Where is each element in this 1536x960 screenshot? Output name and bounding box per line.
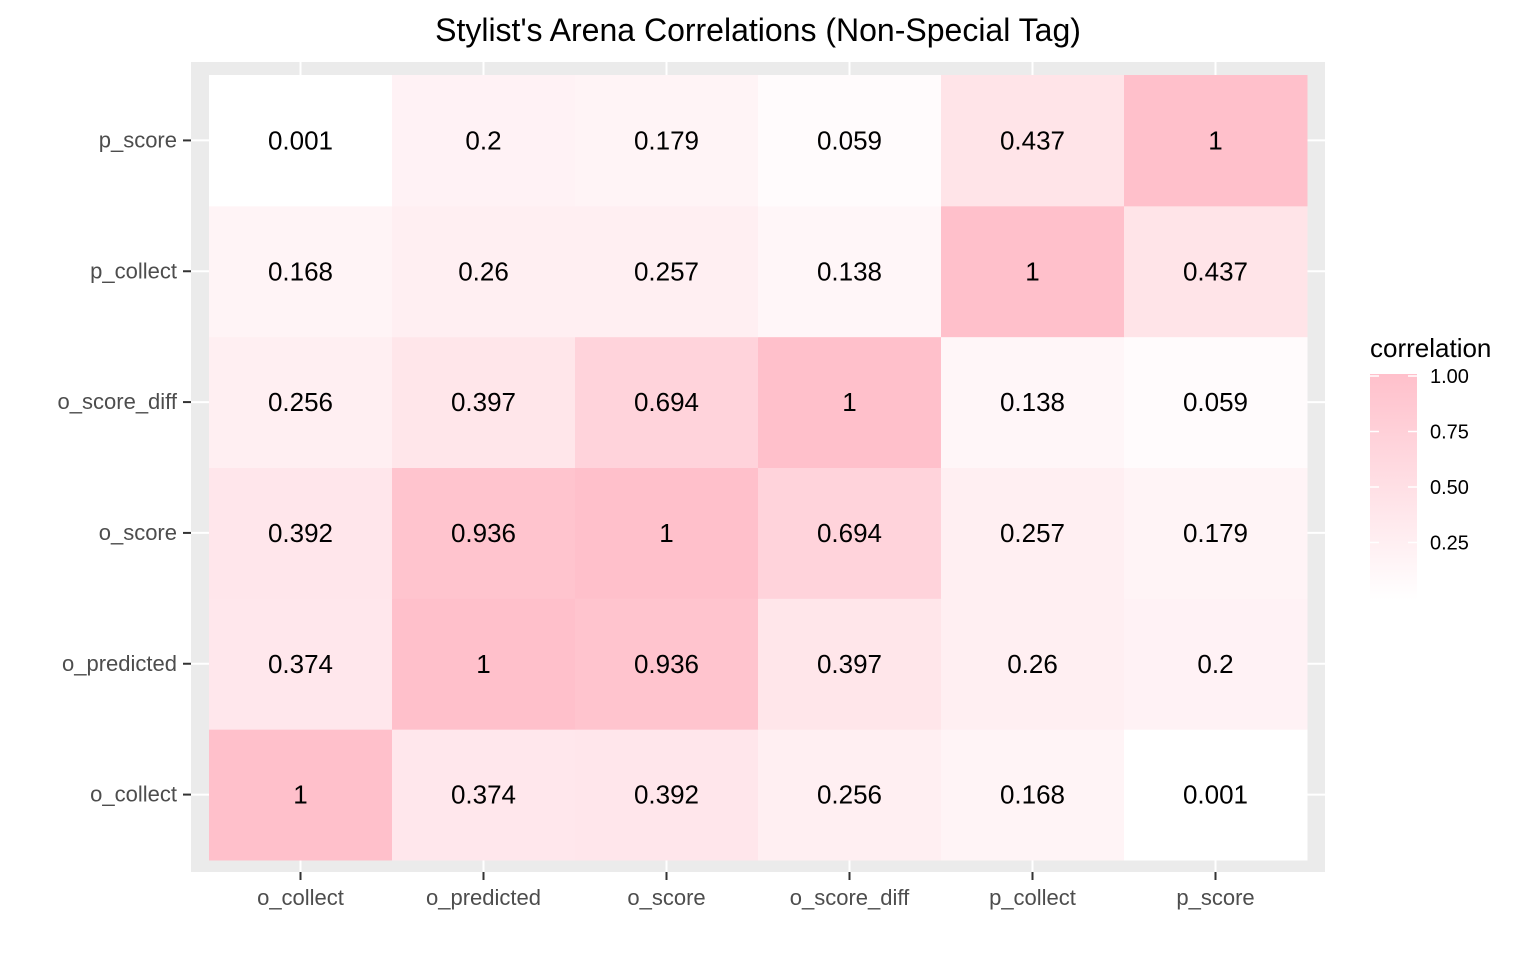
cell-value-label: 0.26	[458, 256, 509, 286]
heatmap-cell	[1124, 75, 1308, 207]
cell-value-label: 0.936	[451, 518, 516, 548]
heatmap-cells	[209, 75, 1308, 861]
heatmap-cell	[758, 75, 942, 207]
heatmap-cell	[758, 598, 942, 730]
cell-value-label: 0.392	[268, 518, 333, 548]
y-tick-label: p_score	[99, 127, 177, 152]
heatmap-cell	[575, 729, 759, 861]
cell-value-label: 0.179	[1183, 518, 1248, 548]
cell-value-label: 0.138	[1000, 387, 1065, 417]
cell-value-label: 0.397	[451, 387, 516, 417]
legend-tick-label: 0.25	[1430, 533, 1469, 555]
heatmap-cell	[392, 467, 576, 599]
x-tick-label: p_collect	[989, 885, 1076, 910]
cell-value-label: 0.257	[634, 256, 699, 286]
cell-value-label: 0.374	[451, 780, 516, 810]
cell-value-label: 0.437	[1183, 256, 1248, 286]
heatmap-cell	[941, 598, 1125, 730]
cell-value-label: 1	[476, 649, 490, 679]
heatmap-cell	[209, 598, 393, 730]
y-tick-label: o_score_diff	[58, 389, 178, 414]
heatmap-cell	[758, 467, 942, 599]
plot-panel: 1 0.374 0.392 0.256 0.168 0.001 0.374 1 0.936 0.3…	[191, 62, 1325, 872]
heatmap-cell	[392, 336, 576, 468]
cell-value-label: 0.2	[465, 125, 501, 155]
cell-value-label: 1	[1025, 256, 1039, 286]
cell-value-label: 0.138	[817, 256, 882, 286]
heatmap-cell	[941, 205, 1125, 338]
cell-value-label: 0.374	[268, 649, 333, 679]
heatmap-cell	[392, 75, 576, 207]
heatmap-cell	[209, 729, 393, 861]
y-tick-label: o_collect	[90, 782, 177, 807]
cell-value-label: 0.2	[1197, 649, 1233, 679]
cell-value-label: 0.256	[817, 780, 882, 810]
heatmap-cell	[1124, 729, 1308, 861]
y-axis: o_collect o_predicted o_score o_score_diff p…	[58, 127, 191, 807]
heatmap-cell-labels: 1 0.374 0.392 0.256 0.168 0.001 0.374 1 0.936 0.3…	[268, 125, 1248, 809]
heatmap-cell	[941, 75, 1125, 207]
cell-value-label: 0.257	[1000, 518, 1065, 548]
heatmap-cell	[941, 467, 1125, 599]
y-tick-label: p_collect	[90, 258, 177, 283]
cell-value-label: 0.694	[634, 387, 699, 417]
heatmap-cell	[1124, 467, 1308, 599]
heatmap-cell	[209, 336, 393, 468]
cell-value-label: 0.397	[817, 649, 882, 679]
cell-value-label: 0.168	[1000, 780, 1065, 810]
cell-value-label: 0.437	[1000, 125, 1065, 155]
heatmap-cell	[209, 75, 393, 207]
chart-title: Stylist's Arena Correlations (Non-Specia…	[435, 12, 1081, 48]
heatmap-cell	[575, 205, 759, 338]
heatmap-cell	[1124, 336, 1308, 468]
heatmap-cell	[758, 729, 942, 861]
heatmap-cell	[575, 467, 759, 599]
heatmap-cell	[392, 729, 576, 861]
cell-value-label: 0.694	[817, 518, 882, 548]
heatmap-cell	[758, 336, 942, 468]
x-tick-label: o_predicted	[426, 885, 541, 910]
cell-value-label: 0.392	[634, 780, 699, 810]
heatmap-cell	[941, 729, 1125, 861]
heatmap-cell	[1124, 598, 1308, 730]
legend: correlation 1.00 0.75 0.50 0.25	[1370, 333, 1491, 600]
y-tick-label: o_score	[99, 520, 177, 545]
legend-ticks: 1.00 0.75 0.50 0.25	[1370, 366, 1469, 555]
legend-tick-label: 1.00	[1430, 366, 1469, 388]
cell-value-label: 1	[293, 780, 307, 810]
cell-value-label: 1	[659, 518, 673, 548]
heatmap-cell	[758, 205, 942, 338]
x-tick-label: o_collect	[257, 885, 344, 910]
x-axis: o_collect o_predicted o_score o_score_diff p…	[257, 872, 1255, 910]
cell-value-label: 1	[1208, 125, 1222, 155]
legend-tick-label: 0.50	[1430, 477, 1469, 499]
heatmap-cell	[1124, 205, 1308, 338]
legend-tick-label: 0.75	[1430, 422, 1469, 444]
heatmap-cell	[209, 467, 393, 599]
heatmap-cell	[575, 75, 759, 207]
heatmap-cell	[575, 336, 759, 468]
heatmap-cell	[209, 205, 393, 338]
cell-value-label: 0.168	[268, 256, 333, 286]
heatmap-cell	[575, 598, 759, 730]
cell-value-label: 0.936	[634, 649, 699, 679]
x-tick-label: o_score	[627, 885, 705, 910]
cell-value-label: 0.059	[1183, 387, 1248, 417]
cell-value-label: 0.179	[634, 125, 699, 155]
heatmap-cell	[941, 336, 1125, 468]
heatmap-cell	[392, 598, 576, 730]
legend-title: correlation	[1370, 333, 1491, 363]
cell-value-label: 1	[842, 387, 856, 417]
heatmap-cell	[392, 205, 576, 338]
x-tick-label: o_score_diff	[790, 885, 910, 910]
y-tick-label: o_predicted	[62, 651, 177, 676]
cell-value-label: 0.001	[268, 125, 333, 155]
x-tick-label: p_score	[1176, 885, 1254, 910]
cell-value-label: 0.256	[268, 387, 333, 417]
cell-value-label: 0.001	[1183, 780, 1248, 810]
cell-value-label: 0.059	[817, 125, 882, 155]
cell-value-label: 0.26	[1007, 649, 1058, 679]
